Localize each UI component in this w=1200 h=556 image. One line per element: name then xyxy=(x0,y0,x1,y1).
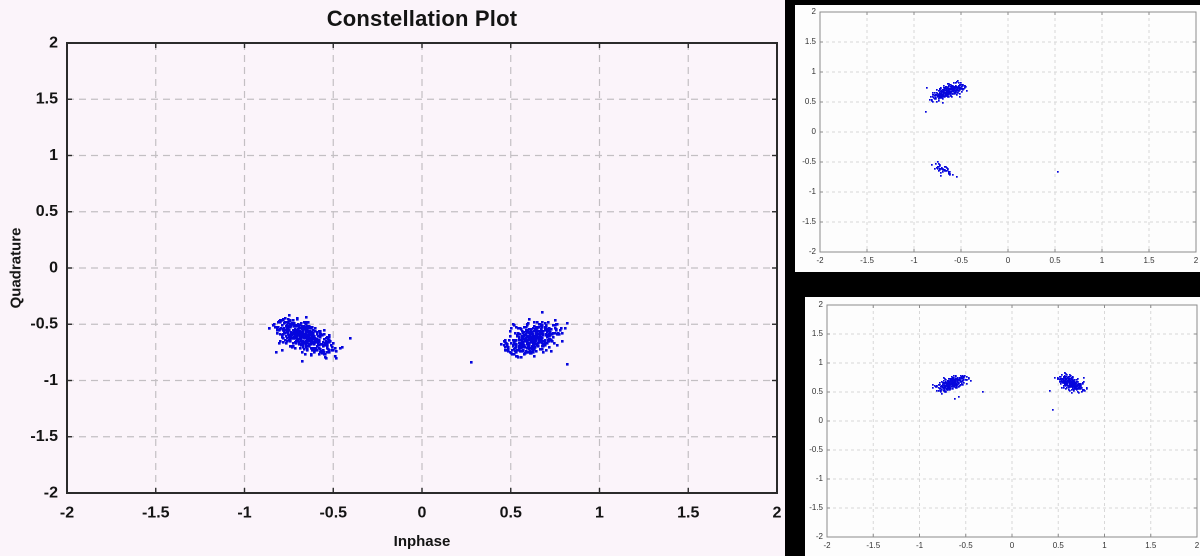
top-right-plot-canvas xyxy=(795,5,1200,272)
main-plot-title: Constellation Plot xyxy=(326,6,518,31)
top-right-constellation-panel xyxy=(795,5,1200,272)
main-constellation-figure: Constellation Plot Inphase Quadrature xyxy=(0,0,785,556)
bottom-right-constellation-panel xyxy=(805,297,1200,556)
main-plot-ylabel: Quadrature xyxy=(7,227,25,309)
bottom-right-plot-canvas xyxy=(805,297,1200,556)
main-plot-canvas xyxy=(0,0,785,556)
main-plot-xlabel: Inphase xyxy=(393,533,451,550)
